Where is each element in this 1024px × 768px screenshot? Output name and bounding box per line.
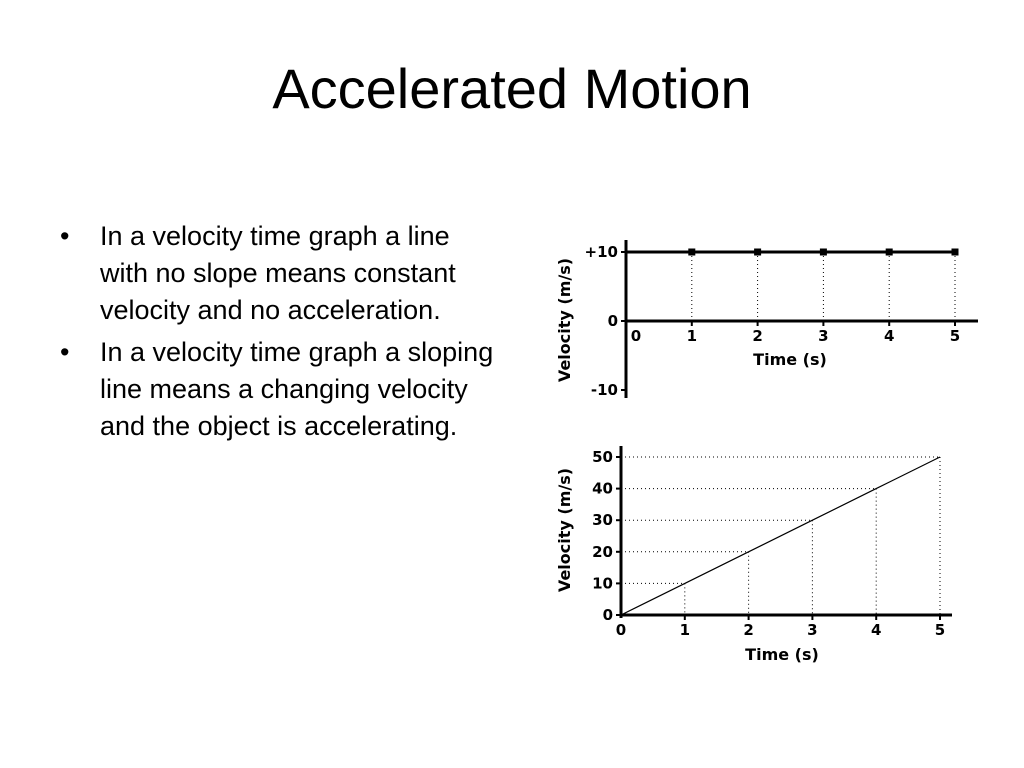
bullet-text: In a velocity time graph a line with no …: [100, 221, 456, 325]
data-point: [754, 248, 762, 256]
velocity-time-chart-accelerating: 0 10 20 30 40 50 0 1 2 3 4 5 Time (s) Velocity (m/s): [555, 446, 952, 664]
x-tick-label: 4: [884, 327, 894, 345]
x-tick-label: 0: [631, 327, 641, 345]
x-tick-label: 1: [687, 327, 697, 345]
x-axis-title: Time (s): [745, 645, 819, 664]
y-tick-label: 20: [592, 543, 613, 561]
x-tick-label: 3: [818, 327, 828, 345]
x-tick-label: 2: [743, 621, 753, 639]
y-tick-label: 0: [603, 606, 613, 624]
slide-title: Accelerated Motion: [272, 57, 752, 120]
bullet-text: In a velocity time graph a sloping line …: [100, 337, 494, 441]
y-tick-label: +10: [585, 243, 618, 261]
x-axis-title: Time (s): [753, 350, 827, 369]
data-point: [688, 248, 696, 256]
y-axis-title: Velocity (m/s): [555, 258, 574, 382]
y-tick-label: 50: [592, 448, 613, 466]
x-tick-label: 5: [935, 621, 945, 639]
velocity-time-chart-constant: +10 0 -10 0 1 2 3 4 5 Time (s) Velocity (m/s): [555, 240, 978, 399]
series-line: [620, 456, 941, 616]
x-tick-label: 1: [680, 621, 690, 639]
bullet-list: • In a velocity time graph a line with no…: [60, 218, 500, 450]
bullet-dot: •: [60, 337, 70, 367]
x-tick-label: 2: [752, 327, 762, 345]
data-point: [885, 248, 893, 256]
y-tick-label: 40: [592, 480, 613, 498]
bullet-item: • In a velocity time graph a line with no…: [60, 218, 500, 329]
y-tick-label: -10: [591, 381, 618, 399]
data-point: [819, 248, 827, 256]
y-axis-title: Velocity (m/s): [555, 468, 574, 592]
bullet-item: • In a velocity time graph a sloping line…: [60, 334, 500, 445]
y-tick-label: 0: [608, 312, 618, 330]
data-point: [951, 248, 959, 256]
x-tick-label: 4: [871, 621, 881, 639]
y-tick-label: 10: [592, 574, 613, 592]
y-tick-label: 30: [592, 511, 613, 529]
x-tick-label: 5: [950, 327, 960, 345]
x-tick-label: 3: [807, 621, 817, 639]
x-tick-label: 0: [616, 621, 626, 639]
bullet-dot: •: [60, 221, 70, 251]
